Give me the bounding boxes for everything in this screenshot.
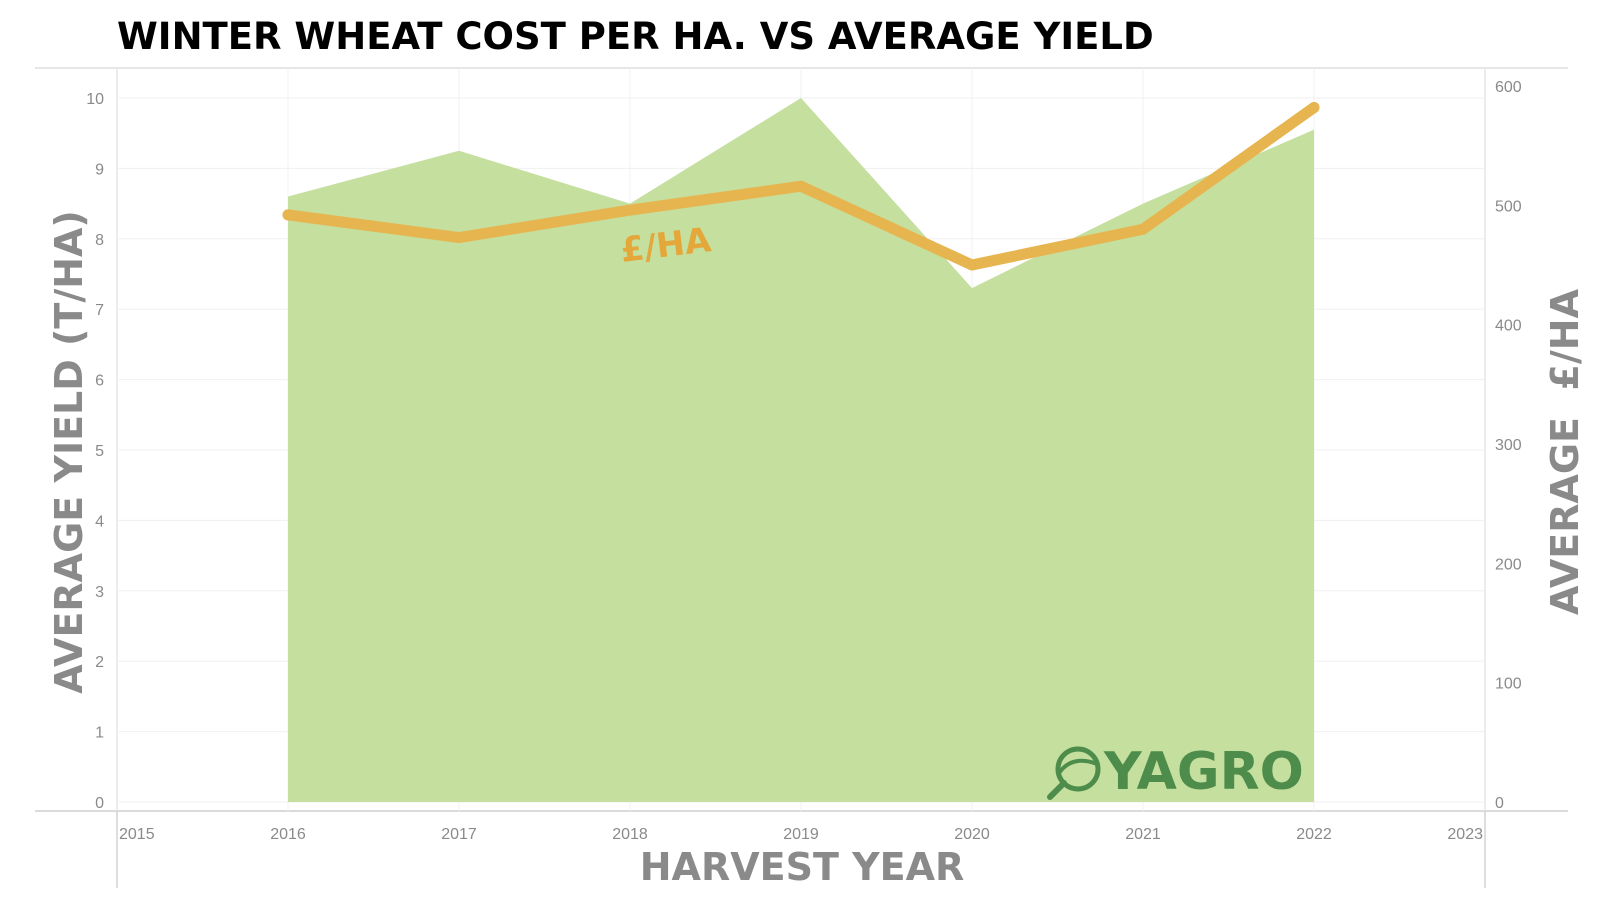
left-tick-label: 4	[95, 513, 104, 530]
left-tick-label: 7	[95, 302, 104, 319]
right-tick-label: 0	[1495, 795, 1504, 812]
cost-point	[282, 209, 294, 221]
x-tick-label: 2020	[954, 826, 990, 843]
chart-title: WINTER WHEAT COST PER HA. VS AVERAGE YIE…	[117, 15, 1154, 58]
x-axis-title: HARVEST YEAR	[640, 845, 965, 889]
right-tick-label: 500	[1495, 198, 1522, 215]
left-tick-label: 3	[95, 584, 104, 601]
cost-point	[1308, 101, 1320, 113]
left-tick-label: 2	[95, 654, 104, 671]
yield-area-series	[287, 97, 1315, 802]
x-tick-label: 2023	[1447, 826, 1483, 843]
right-tick-label: 400	[1495, 318, 1522, 335]
cost-point	[453, 232, 465, 244]
right-axis-title: AVERAGE £/HA	[1543, 288, 1587, 615]
yield-area	[288, 98, 1314, 802]
cost-point	[795, 180, 807, 192]
x-axis-ticks: 2015 2016 2017 2018 2019 2020 2021 2022 2023	[119, 826, 1483, 843]
x-tick-label: 2019	[783, 826, 819, 843]
right-axis-ticks: 0 100 200 300 400 500 600	[1495, 79, 1522, 812]
x-tick-label: 2021	[1125, 826, 1161, 843]
right-tick-label: 100	[1495, 676, 1522, 693]
left-axis-title: AVERAGE YIELD (T/HA)	[47, 210, 91, 694]
yagro-logo: YAGRO	[1047, 742, 1304, 802]
x-tick-label: 2017	[441, 826, 477, 843]
magnifier-leaf-icon	[1047, 746, 1101, 800]
left-tick-label: 8	[95, 232, 104, 249]
left-tick-label: 5	[95, 443, 104, 460]
left-tick-label: 6	[95, 373, 104, 390]
right-tick-label: 200	[1495, 556, 1522, 573]
right-tick-label: 600	[1495, 79, 1522, 96]
left-tick-label: 0	[95, 795, 104, 812]
cost-point	[966, 259, 978, 271]
x-tick-label: 2016	[270, 826, 306, 843]
left-axis-ticks: 0 1 2 3 4 5 6 7 8 9 10	[86, 91, 104, 812]
left-tick-label: 10	[86, 91, 104, 108]
yagro-logo-text: YAGRO	[1103, 742, 1304, 802]
cost-line-series	[282, 101, 1320, 271]
cost-point	[1137, 223, 1149, 235]
cost-point	[624, 204, 636, 216]
x-tick-label: 2022	[1296, 826, 1332, 843]
x-tick-label: 2015	[119, 826, 155, 843]
right-tick-label: 300	[1495, 437, 1522, 454]
left-tick-label: 1	[95, 725, 104, 742]
x-tick-label: 2018	[612, 826, 648, 843]
left-tick-label: 9	[95, 161, 104, 178]
